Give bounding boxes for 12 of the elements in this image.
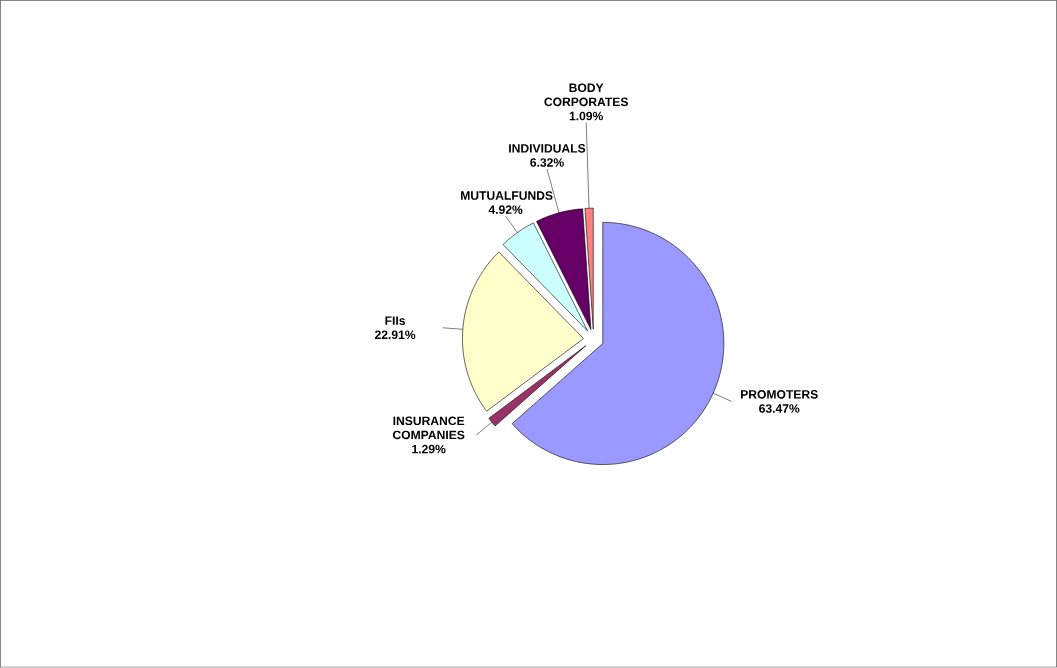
data-label: 1.09% [569, 111, 603, 121]
slice-label: MUTUALFUNDS [461, 191, 553, 201]
slice-label: INSURANCE COMPANIES [392, 416, 465, 440]
data-label: 1.29% [412, 445, 446, 454]
data-label: 4.92% [488, 205, 523, 215]
slice-label: BODY CORPORATES [544, 83, 628, 107]
slice-label: FIIs [385, 316, 405, 326]
slice-label: INDIVIDUALS [509, 144, 586, 153]
data-label: 22.91% [374, 330, 416, 340]
slice-label: PROMOTERS [741, 390, 818, 399]
data-label: 6.32% [530, 158, 564, 168]
data-label: 63.47% [759, 404, 800, 414]
